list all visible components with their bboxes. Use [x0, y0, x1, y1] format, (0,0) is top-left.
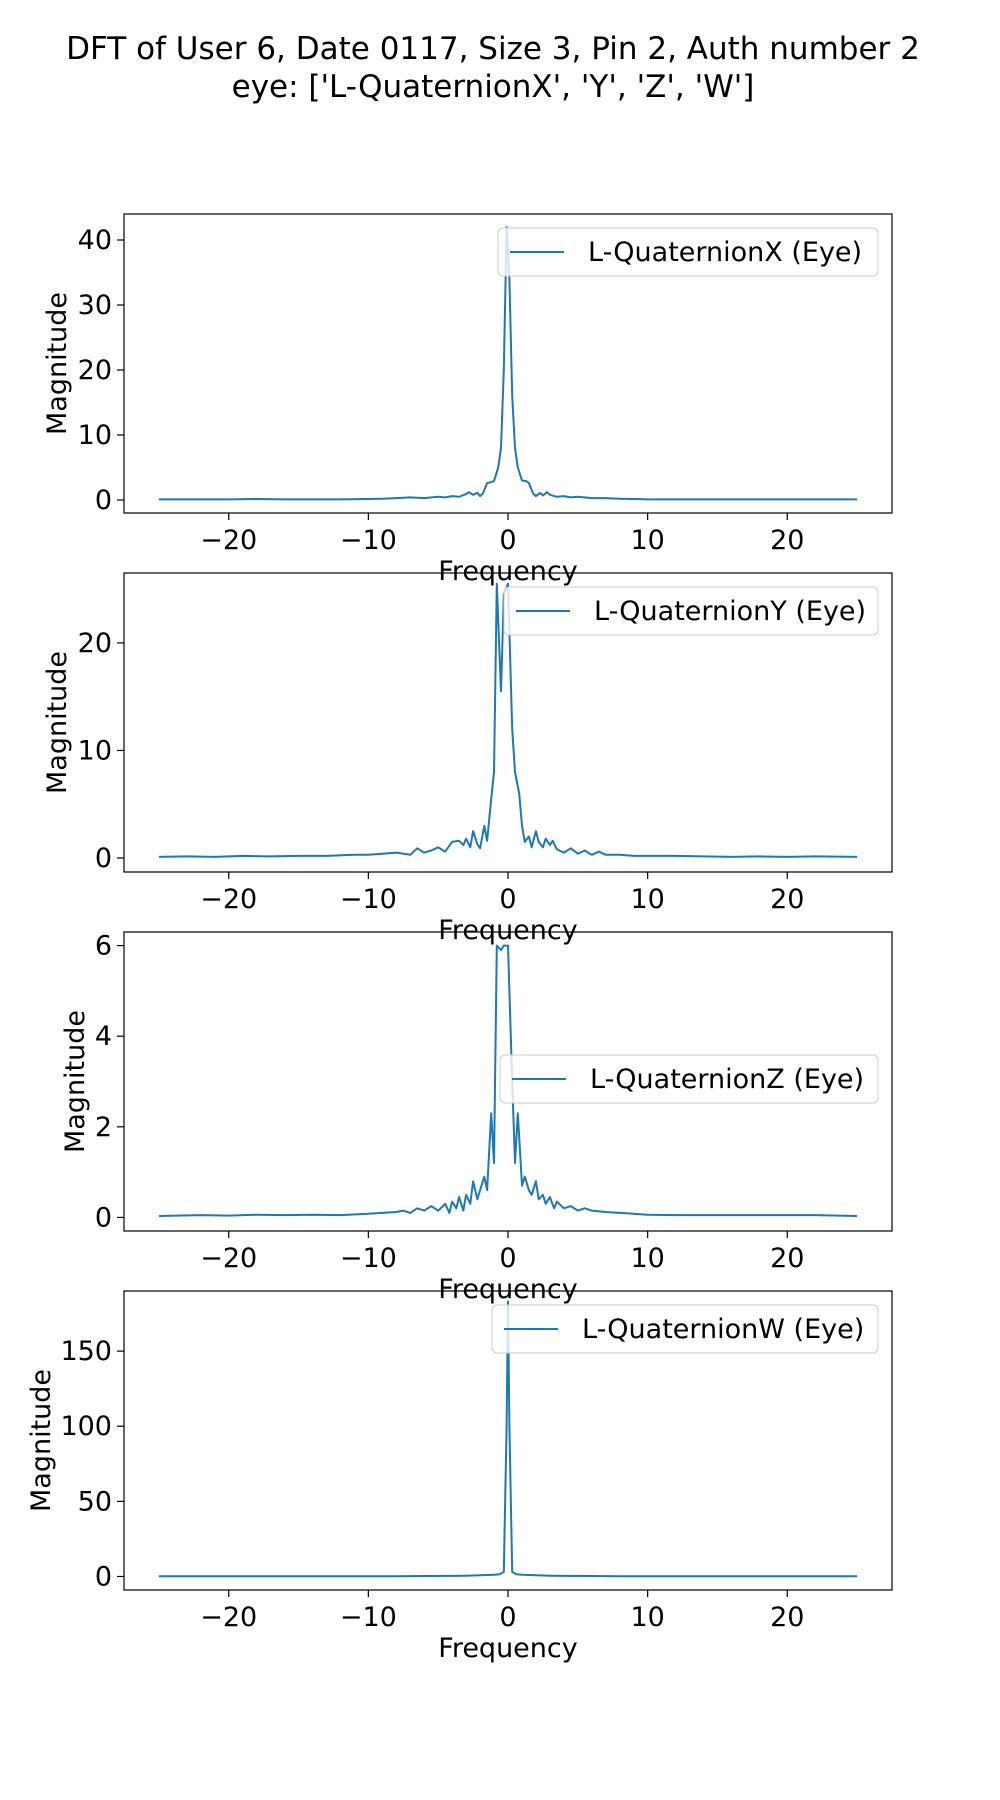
subplot-1: −20 −10 0 10 20 0 10 20 30 40 Frequency Magnitude L-… — [42, 213, 893, 587]
x-axis-label: Frequency — [438, 1633, 578, 1664]
y-axis-label: Magnitude — [42, 292, 73, 435]
x-axis-label: Frequency — [438, 556, 578, 587]
y-axis-label: Magnitude — [60, 1010, 91, 1153]
legend-box — [499, 1054, 879, 1104]
y-tick-label: 150 — [60, 1336, 112, 1367]
y-axis-label: Magnitude — [26, 1369, 57, 1512]
x-tick-label: −10 — [340, 884, 397, 915]
x-tick-label: 20 — [770, 884, 804, 915]
legend-box — [491, 1304, 879, 1354]
y-tick-label: 20 — [78, 355, 112, 386]
series-line-3-1 — [158, 944, 858, 1217]
x-tick-label: 0 — [499, 884, 516, 915]
x-tick-label: 20 — [770, 1602, 804, 1633]
x-tick-label: 0 — [499, 1243, 516, 1274]
x-axis-label: Frequency — [438, 915, 578, 946]
x-tick-label: −10 — [340, 1602, 397, 1633]
x-tick-label: −20 — [200, 1602, 257, 1633]
legend: L-QuaternionW (Eye) — [491, 1304, 879, 1354]
y-tick-label: 4 — [95, 1021, 112, 1052]
subplot-3: −20 −10 0 10 20 0 2 4 6 Frequency Magnitude L-Quate… — [60, 931, 893, 1305]
y-tick-label: 40 — [78, 225, 112, 256]
legend: L-QuaternionY (Eye) — [503, 586, 879, 636]
figure-title-line-1: DFT of User 6, Date 0117, Size 3, Pin 2,… — [66, 31, 920, 67]
y-axis-label: Magnitude — [42, 651, 73, 794]
x-tick-label: 20 — [770, 1243, 804, 1274]
y-tick-label: 0 — [95, 1202, 112, 1233]
series-line-4-1 — [158, 1300, 858, 1578]
y-tick-label: 0 — [95, 485, 112, 516]
x-tick-label: −20 — [200, 525, 257, 556]
y-tick-label: 10 — [78, 420, 112, 451]
y-tick-label: 6 — [95, 931, 112, 962]
x-tick-label: 10 — [630, 1243, 664, 1274]
x-axis-label: Frequency — [438, 1274, 578, 1305]
x-tick-label: 0 — [499, 525, 516, 556]
x-tick-label: 20 — [770, 525, 804, 556]
legend-box — [497, 227, 879, 277]
y-tick-label: 20 — [78, 628, 112, 659]
subplot-4: −20 −10 0 10 20 0 50 100 150 Frequency Magnitude L-… — [26, 1290, 893, 1664]
x-tick-label: 0 — [499, 1602, 516, 1633]
y-tick-label: 30 — [78, 290, 112, 321]
legend-box — [503, 586, 879, 636]
legend-label: L-QuaternionY (Eye) — [594, 596, 866, 627]
x-tick-label: −20 — [200, 884, 257, 915]
legend-label: L-QuaternionZ (Eye) — [590, 1064, 864, 1095]
y-tick-label: 0 — [95, 843, 112, 874]
legend: L-QuaternionX (Eye) — [497, 227, 879, 277]
x-tick-label: 10 — [630, 525, 664, 556]
y-tick-label: 10 — [78, 735, 112, 766]
y-tick-label: 100 — [60, 1411, 112, 1442]
x-tick-label: −20 — [200, 1243, 257, 1274]
figure-title-line-2: eye: ['L-QuaternionX', 'Y', 'Z', 'W'] — [232, 69, 755, 105]
x-tick-label: 10 — [630, 1602, 664, 1633]
x-tick-label: −10 — [340, 525, 397, 556]
y-tick-label: 2 — [95, 1112, 112, 1143]
legend-label: L-QuaternionW (Eye) — [582, 1314, 864, 1345]
legend-label: L-QuaternionX (Eye) — [588, 237, 862, 268]
y-tick-label: 50 — [78, 1486, 112, 1517]
legend: L-QuaternionZ (Eye) — [499, 1054, 879, 1104]
y-tick-label: 0 — [95, 1561, 112, 1592]
subplot-2: −20 −10 0 10 20 0 10 20 Frequency Magnitude L-Quat… — [42, 572, 893, 946]
subplots-group: −20 −10 0 10 20010203040FrequencyMagnitudeL-… — [26, 213, 893, 1664]
x-tick-label: 10 — [630, 884, 664, 915]
x-tick-label: −10 — [340, 1243, 397, 1274]
